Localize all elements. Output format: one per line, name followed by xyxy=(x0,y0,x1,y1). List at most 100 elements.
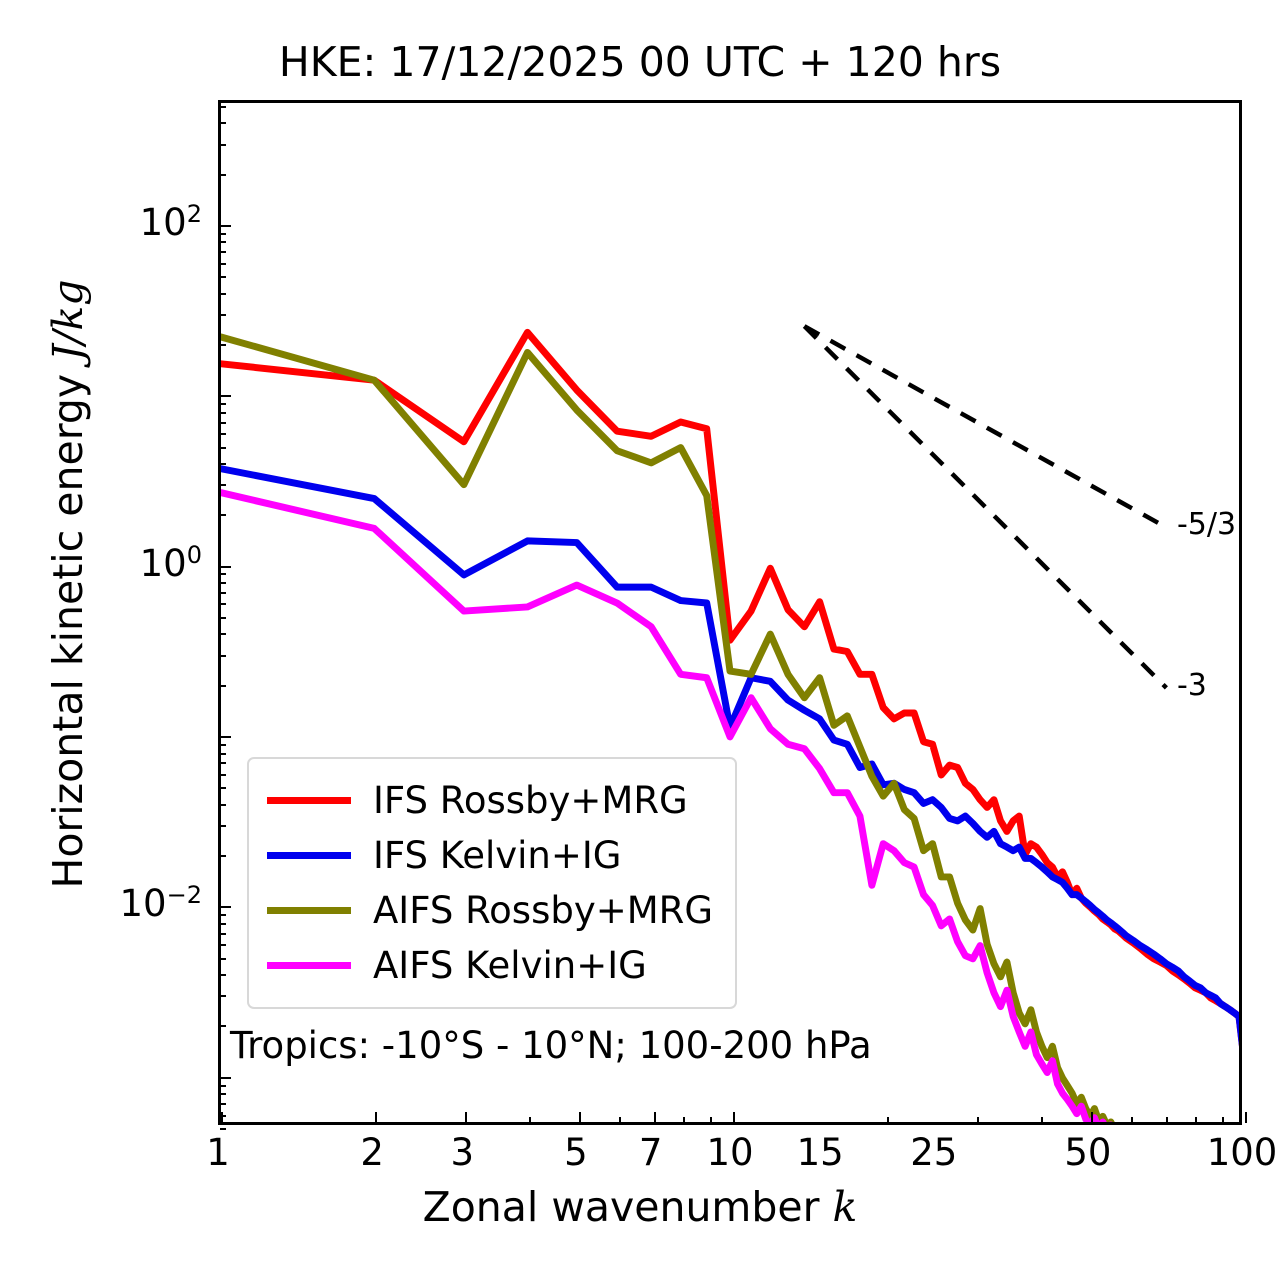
y-tick xyxy=(220,944,226,947)
legend-label-2: AIFS Rossby+MRG xyxy=(373,889,714,932)
x-axis-label-symbol: k xyxy=(832,1183,858,1231)
x-tick xyxy=(733,1112,735,1123)
x-tick xyxy=(709,1117,712,1123)
x-tick-label: 100 xyxy=(1206,1131,1278,1174)
x-tick xyxy=(1090,1112,1093,1123)
y-tick xyxy=(220,743,226,746)
y-tick xyxy=(220,403,226,406)
x-axis-label: Zonal wavenumber k xyxy=(0,1183,1280,1231)
legend-swatch-3 xyxy=(267,962,351,969)
x-tick xyxy=(529,1117,532,1123)
y-tick-exponent: −2 xyxy=(166,881,202,910)
region-annotation: Tropics: -10°S - 10°N; 100-200 hPa xyxy=(230,1024,872,1067)
y-tick xyxy=(220,122,226,125)
x-tick xyxy=(619,1117,622,1123)
y-tick xyxy=(220,1103,226,1106)
x-tick xyxy=(887,1117,890,1123)
y-tick xyxy=(220,582,226,585)
y-tick-label: 100 xyxy=(140,540,202,584)
y-tick xyxy=(220,803,226,806)
series-line-2 xyxy=(221,333,1115,1122)
x-tick-label: 2 xyxy=(360,1131,384,1174)
y-tick xyxy=(220,787,226,790)
y-tick xyxy=(220,825,226,828)
x-tick xyxy=(683,1117,686,1123)
y-tick xyxy=(220,736,231,739)
x-tick xyxy=(977,1117,980,1123)
y-tick xyxy=(220,411,226,414)
y-tick xyxy=(220,232,226,235)
legend-swatch-2 xyxy=(267,907,351,914)
y-tick xyxy=(220,344,226,347)
y-tick xyxy=(220,752,226,755)
y-tick xyxy=(220,1084,226,1087)
y-tick xyxy=(220,292,226,295)
y-tick xyxy=(220,276,226,279)
y-tick xyxy=(220,1076,231,1079)
legend-item-2[interactable]: AIFS Rossby+MRG xyxy=(267,883,713,938)
y-tick xyxy=(220,773,226,776)
x-tick xyxy=(375,1112,378,1123)
y-tick-base: 10 xyxy=(119,882,167,926)
x-tick-label: 1 xyxy=(206,1131,230,1174)
y-tick-base: 10 xyxy=(139,201,187,245)
x-tick-label: 15 xyxy=(796,1131,844,1174)
y-tick xyxy=(220,855,226,858)
y-tick xyxy=(220,463,226,466)
y-tick xyxy=(220,433,226,436)
x-tick xyxy=(578,1112,581,1123)
y-tick xyxy=(220,1025,226,1028)
y-tick xyxy=(220,974,226,977)
y-tick xyxy=(220,484,226,487)
x-tick xyxy=(1041,1117,1044,1123)
x-tick xyxy=(1131,1117,1134,1123)
series-layer xyxy=(221,328,1239,1122)
y-tick-label: 102 xyxy=(140,200,202,244)
slope-label-slope_53: -5/3 xyxy=(1176,506,1237,542)
slope-label-slope_3: -3 xyxy=(1176,668,1207,704)
x-tick-label: 5 xyxy=(564,1131,588,1174)
x-tick-label: 7 xyxy=(638,1131,663,1174)
y-tick xyxy=(220,224,231,227)
y-tick xyxy=(220,262,226,265)
y-tick xyxy=(220,105,226,108)
y-tick xyxy=(220,1093,226,1096)
y-tick xyxy=(220,995,226,998)
x-tick-label: 3 xyxy=(450,1131,475,1174)
y-tick xyxy=(220,241,226,244)
y-tick xyxy=(220,906,231,909)
legend-item-1[interactable]: IFS Kelvin+IG xyxy=(267,828,713,883)
x-axis-label-text: Zonal wavenumber xyxy=(422,1183,833,1231)
y-tick xyxy=(220,616,226,619)
x-tick xyxy=(1195,1117,1198,1123)
legend-swatch-0 xyxy=(267,797,351,804)
y-tick xyxy=(220,633,226,636)
x-tick xyxy=(221,1112,223,1123)
x-tick xyxy=(465,1112,468,1123)
y-tick xyxy=(220,603,226,606)
slope-line-53 xyxy=(803,324,1168,530)
y-tick-exponent: 0 xyxy=(186,540,202,569)
slope-line-3 xyxy=(802,324,1168,690)
legend-item-0[interactable]: IFS Rossby+MRG xyxy=(267,773,713,828)
y-tick xyxy=(220,914,226,917)
y-tick xyxy=(220,446,226,449)
y-tick xyxy=(220,143,226,146)
legend-swatch-1 xyxy=(267,852,351,859)
y-tick xyxy=(220,932,226,935)
legend-item-3[interactable]: AIFS Kelvin+IG xyxy=(267,938,713,993)
y-tick xyxy=(220,251,226,254)
y-tick xyxy=(220,957,226,960)
x-tick-label: 10 xyxy=(706,1131,754,1174)
y-tick xyxy=(220,173,226,176)
y-tick xyxy=(220,762,226,765)
slope-reference-layer xyxy=(802,324,1168,690)
y-tick xyxy=(220,1128,226,1130)
series-line-3 xyxy=(221,489,1113,1122)
x-tick-label: 50 xyxy=(1064,1131,1112,1174)
legend[interactable]: IFS Rossby+MRG IFS Kelvin+IG AIFS Rossby+M… xyxy=(247,757,738,1009)
y-tick xyxy=(220,654,226,657)
y-axis-label: Horizontal kinetic energy J/kg xyxy=(44,84,92,1084)
y-tick xyxy=(220,592,226,595)
